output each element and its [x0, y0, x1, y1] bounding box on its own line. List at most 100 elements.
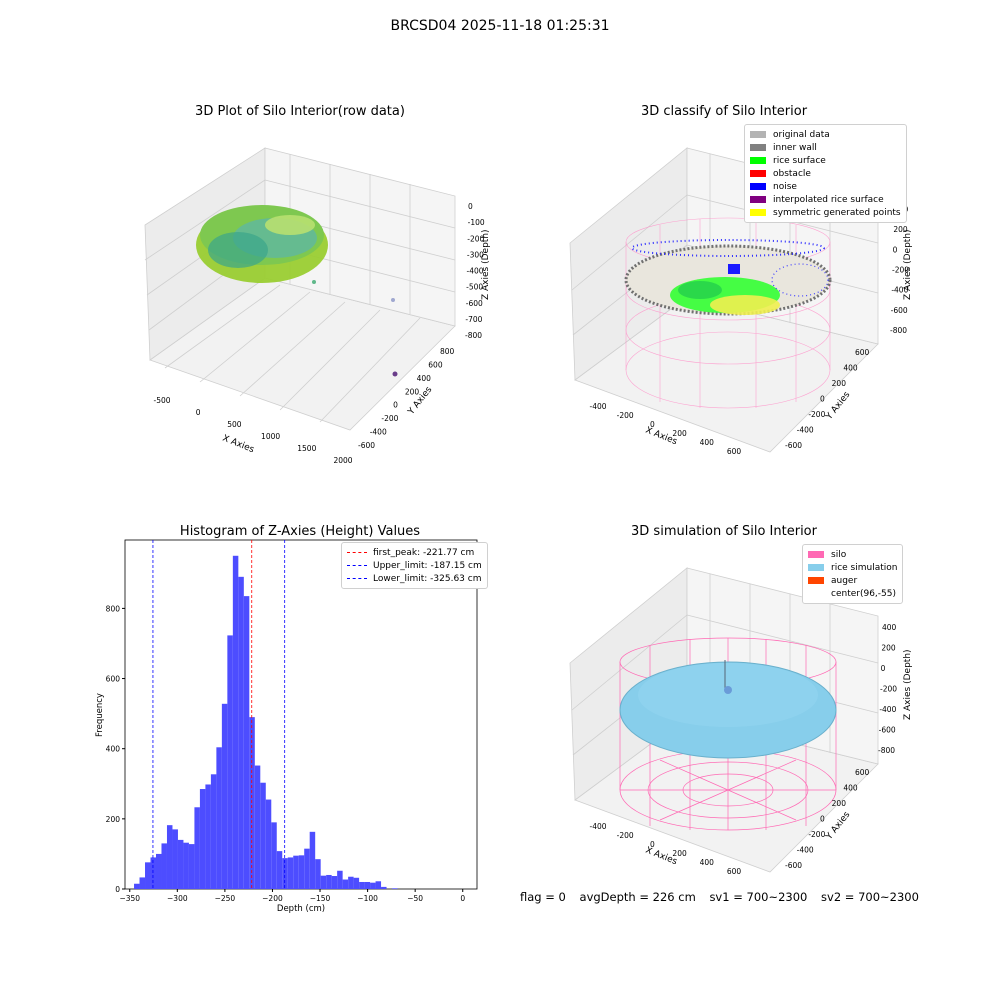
status-avg-depth: avgDepth = 226 cm — [579, 890, 696, 904]
histogram-x-tick-label: −300 — [167, 894, 188, 903]
histogram-x-tick-label: −200 — [262, 894, 283, 903]
panel4-legend-item: auger — [808, 574, 897, 587]
panel4-rice-surface — [619, 660, 837, 759]
panel4-z-tick-label: -600 — [879, 726, 896, 735]
panel4-title: 3D simulation of Silo Interior — [631, 524, 817, 539]
panel1-x-tick-label: 1000 — [261, 432, 280, 441]
panel1-y-tick-label: -600 — [358, 441, 375, 450]
panel2-legend-label: inner wall — [773, 142, 817, 153]
histogram-bar — [348, 876, 354, 889]
histogram-legend-line-swatch — [347, 552, 367, 553]
panel2-legend-item: original data — [750, 128, 901, 141]
histogram-bar — [134, 883, 140, 889]
panel2-silo-wireframe — [625, 217, 831, 409]
panel1-y-tick-label: -200 — [381, 414, 398, 423]
panel4-y-ticks: -600 -400 -200 0 200 400 600 — [785, 768, 870, 870]
histogram-legend-item: Lower_limit: -325.63 cm — [347, 572, 482, 585]
panel2-legend-label: noise — [773, 181, 797, 192]
histogram-x-tick-label: −350 — [119, 894, 140, 903]
panel4-y-tick-label: -200 — [808, 830, 825, 839]
histogram-y-tick-label: 0 — [115, 885, 120, 894]
histogram-bar — [188, 844, 195, 889]
histogram-bar — [381, 886, 387, 889]
histogram-bar — [282, 858, 288, 889]
histogram-y-tick-label: 400 — [106, 745, 121, 754]
panel1-title: 3D Plot of Silo Interior(row data) — [195, 104, 405, 119]
histogram-bar — [271, 822, 277, 889]
histogram-bar — [216, 747, 222, 889]
histogram-bar — [359, 881, 365, 889]
panel4-x-tick-label: 200 — [672, 849, 687, 858]
histogram-bar — [150, 857, 156, 889]
histogram-bar — [260, 782, 266, 889]
panel1-xlabel: X Axies — [221, 434, 256, 456]
histogram-bar — [298, 855, 305, 889]
panel1-x-tick-label: -500 — [153, 396, 170, 405]
histogram-bar — [155, 853, 162, 889]
histogram-bar — [331, 876, 338, 889]
histogram-x-tick-label: −250 — [215, 894, 236, 903]
histogram-legend-item: first_peak: -221.77 cm — [347, 546, 482, 559]
panel2-legend-item: rice surface — [750, 154, 901, 167]
panel4-legend-label: center(96,-55) — [831, 588, 896, 599]
panel2-y-tick-label: -600 — [785, 441, 802, 450]
histogram-bar — [265, 799, 272, 889]
panel4-z-tick-label: 0 — [881, 664, 886, 673]
panel1-x-tick-label: 0 — [196, 408, 201, 417]
panel2-legend-label: symmetric generated points — [773, 207, 901, 218]
panel2-y-tick-label: -400 — [797, 426, 814, 435]
panel2-legend-swatch — [750, 170, 766, 177]
status-flag: flag = 0 — [520, 890, 566, 904]
panel1-y-tick-label: 0 — [393, 401, 398, 410]
panel2-legend: original data inner wall rice surface obsta… — [744, 124, 907, 223]
panel4-legend-label: silo — [831, 549, 847, 560]
histogram-bar — [161, 843, 167, 889]
panel2-x-tick-label: 0 — [650, 420, 655, 429]
histogram-bar — [249, 717, 255, 889]
panel4-z-tick-label: 200 — [881, 644, 896, 653]
histogram-bar — [315, 859, 321, 889]
panel2-z-tick-label: 200 — [893, 225, 908, 234]
histogram-bar — [205, 784, 211, 889]
histogram-x-tick-label: −50 — [407, 894, 423, 903]
panel1-y-tick-label: 400 — [417, 374, 432, 383]
histogram-bar — [353, 877, 360, 889]
panel2-legend-item: inner wall — [750, 141, 901, 154]
histogram-bar — [166, 825, 173, 889]
histogram-bar — [199, 789, 206, 889]
panel2-legend-label: rice surface — [773, 155, 826, 166]
panel1-z-tick-label: -400 — [467, 267, 484, 276]
histogram-bar — [337, 870, 343, 889]
panel1-z-tick-label: -200 — [467, 234, 484, 243]
histogram-bar — [177, 839, 184, 889]
histogram-y-tick-label: 200 — [106, 815, 121, 824]
histogram-legend: first_peak: -221.77 cm Upper_limit: -187.… — [341, 542, 488, 589]
panel4-z-tick-label: -800 — [878, 746, 895, 755]
panel2-x-tick-label: 200 — [672, 429, 687, 438]
panel4-legend-item: silo — [808, 548, 897, 561]
panel1-z-tick-label: -500 — [466, 283, 483, 292]
panel4-legend-swatch — [808, 577, 824, 584]
panel1-z-tick-label: 0 — [468, 202, 473, 211]
histogram-x-tick-label: −150 — [310, 894, 331, 903]
panel2-y-tick-label: 400 — [843, 364, 858, 373]
histogram-bar — [221, 703, 228, 889]
histogram-bar — [309, 831, 316, 889]
panel4-x-tick-label: -400 — [589, 822, 606, 831]
panel4-legend-label: auger — [831, 575, 858, 586]
panel4-axes-box — [569, 567, 879, 873]
panel4-legend: silo rice simulation auger center(96,-55) — [802, 544, 904, 604]
panel4-x-tick-label: -200 — [617, 831, 634, 840]
panel2-z-tick-label: -400 — [891, 286, 908, 295]
histogram-legend-line-swatch — [347, 578, 367, 579]
panel4-y-tick-label: -600 — [785, 861, 802, 870]
panel4-y-tick-label: 0 — [820, 815, 825, 824]
histogram-bar — [238, 576, 244, 889]
panel1-z-tick-label: -300 — [467, 250, 484, 259]
status-sv2: sv2 = 700~2300 — [821, 890, 919, 904]
status-sv1: sv1 = 700~2300 — [709, 890, 808, 904]
panel1-z-tick-label: -700 — [465, 315, 482, 324]
panel2-z-tick-label: 0 — [893, 245, 898, 254]
histogram-bar — [183, 842, 189, 889]
panel2-legend-item: obstacle — [750, 167, 901, 180]
